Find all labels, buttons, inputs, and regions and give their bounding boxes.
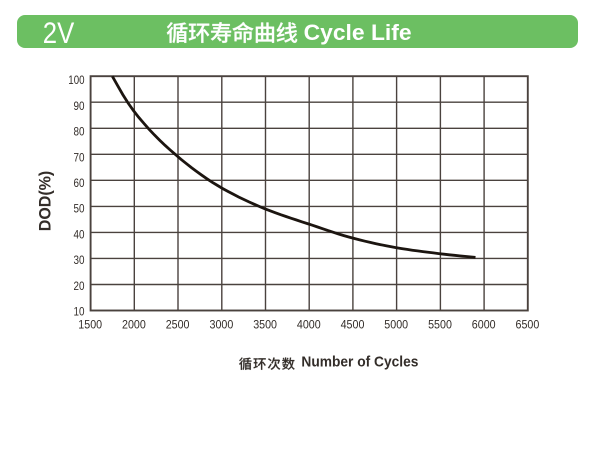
svg-text:Cycle Life: Cycle Life bbox=[304, 20, 412, 45]
svg-text:2V: 2V bbox=[43, 17, 75, 50]
svg-text:Number of Cycles: Number of Cycles bbox=[301, 353, 418, 370]
svg-text:1500: 1500 bbox=[78, 318, 102, 332]
svg-text:4500: 4500 bbox=[341, 318, 365, 332]
svg-text:80: 80 bbox=[74, 125, 85, 139]
svg-text:40: 40 bbox=[74, 227, 85, 241]
svg-text:20: 20 bbox=[74, 279, 85, 293]
svg-text:70: 70 bbox=[74, 150, 85, 164]
svg-text:3500: 3500 bbox=[253, 318, 277, 332]
svg-text:2500: 2500 bbox=[166, 318, 190, 332]
svg-text:6500: 6500 bbox=[516, 318, 540, 332]
svg-text:DOD(%): DOD(%) bbox=[36, 171, 54, 232]
svg-text:90: 90 bbox=[74, 99, 85, 113]
svg-text:50: 50 bbox=[74, 202, 85, 216]
svg-text:6000: 6000 bbox=[472, 318, 496, 332]
svg-text:30: 30 bbox=[74, 253, 85, 267]
svg-text:4000: 4000 bbox=[297, 318, 321, 332]
svg-text:10: 10 bbox=[74, 305, 85, 319]
svg-text:3000: 3000 bbox=[210, 318, 234, 332]
svg-text:100: 100 bbox=[68, 73, 84, 87]
svg-text:5000: 5000 bbox=[384, 318, 408, 332]
svg-text:60: 60 bbox=[74, 176, 85, 190]
svg-text:5500: 5500 bbox=[428, 318, 452, 332]
svg-text:2000: 2000 bbox=[122, 318, 146, 332]
